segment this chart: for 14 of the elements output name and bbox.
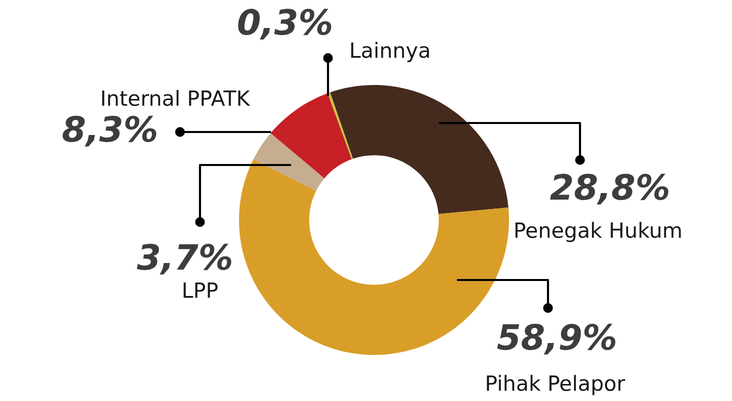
data-label: 0,3% <box>238 8 332 40</box>
donut-slice <box>330 85 508 214</box>
data-label: 58,9% <box>497 324 616 355</box>
slice-label: Pihak Pelapor <box>486 374 626 396</box>
data-label: 3,7% <box>136 244 232 275</box>
slice-label: LPP <box>184 282 218 298</box>
slice-label: Penegak Hukum <box>515 222 681 242</box>
slice-label: Internal PPATK <box>102 90 250 106</box>
donut-slice <box>270 93 352 178</box>
donut-slice <box>253 133 324 191</box>
data-label: 28,8% <box>550 174 668 205</box>
donut-slice <box>328 92 353 160</box>
data-label: 8,3% <box>62 116 156 147</box>
slice-label: Lainnya <box>351 42 429 62</box>
